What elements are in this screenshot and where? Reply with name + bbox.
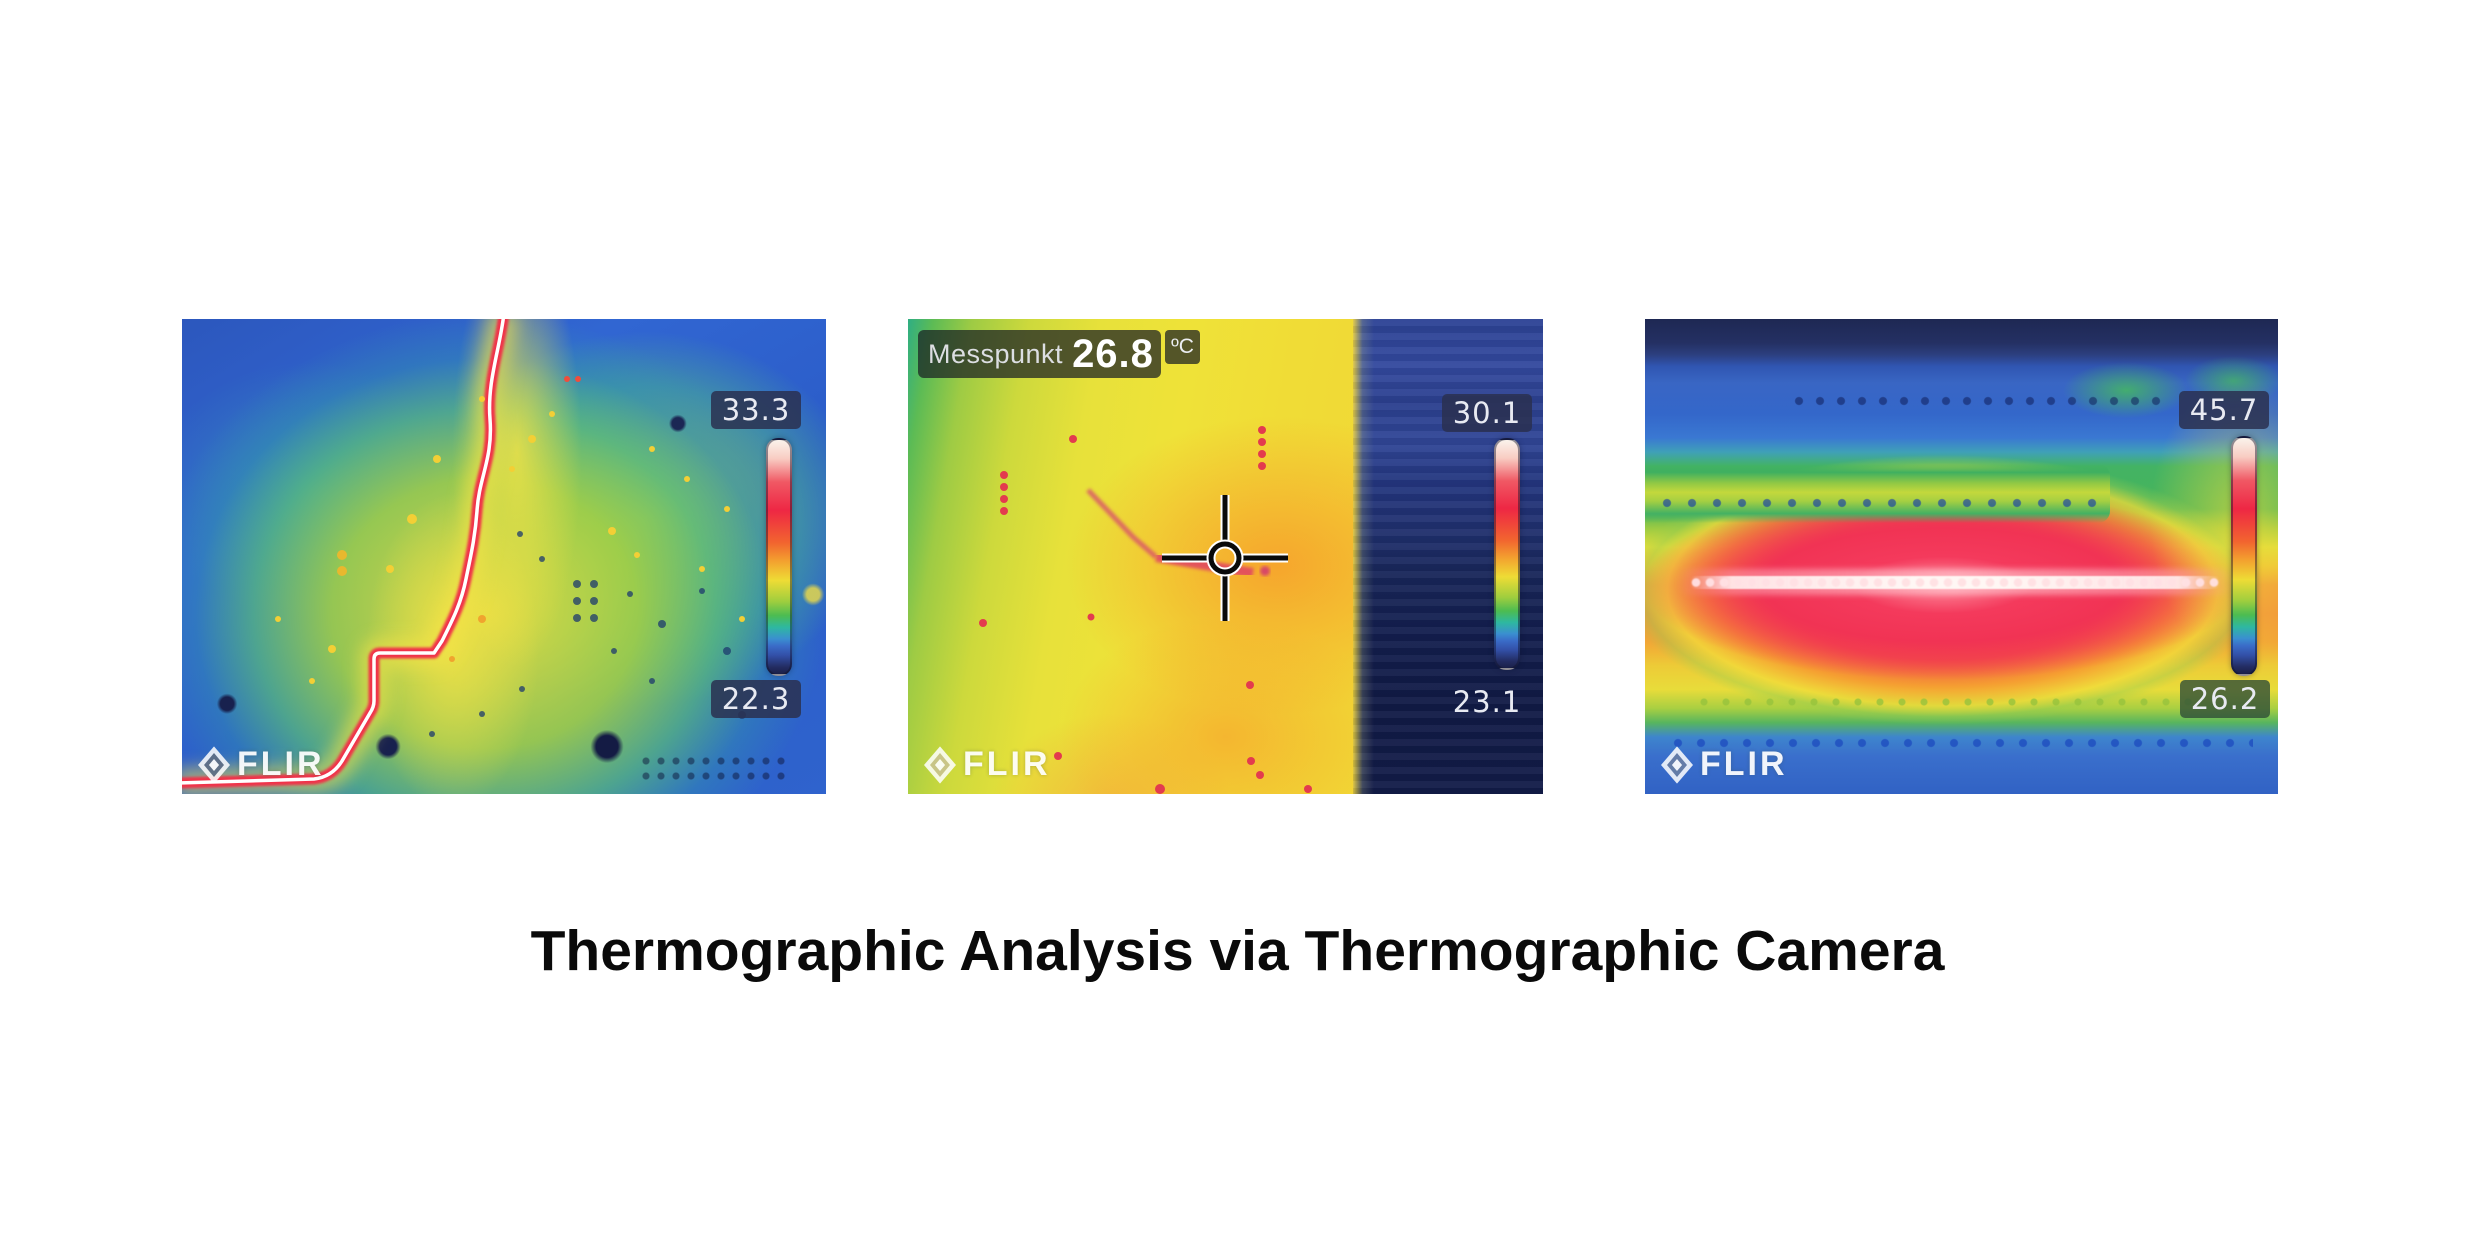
warm-pads <box>275 376 745 684</box>
pin-row-connector <box>1657 497 2101 508</box>
flir-diamond-icon <box>198 745 230 784</box>
color-scale-bar <box>1494 438 1520 670</box>
solder-pad-grid <box>639 753 788 786</box>
measurement-readout: Messpunkt 26.8 <box>918 330 1161 378</box>
flir-wordmark: FLIR <box>1700 745 1788 783</box>
scale-min-label: 22.3 <box>711 680 801 718</box>
measurement-label: Messpunkt <box>928 338 1064 369</box>
flir-wordmark: FLIR <box>963 745 1051 783</box>
hot-core-line <box>1689 576 2222 590</box>
scale-min-label: 26.2 <box>2180 680 2270 718</box>
color-scale-bar <box>766 438 792 676</box>
flir-diamond-icon <box>1661 745 1693 784</box>
scale-max-label: 45.7 <box>2179 391 2269 429</box>
pcb-trace-overlay <box>182 319 746 794</box>
measurement-unit: ºC <box>1165 330 1200 364</box>
color-scale-bar <box>2231 436 2257 676</box>
thermal-image-module: 45.7 26.2 FLIR <box>1645 319 2278 794</box>
pin-row-top <box>1790 395 2165 406</box>
pin-row-bottom <box>1670 737 2253 748</box>
hot-trace <box>182 319 519 794</box>
scale-max-label: 33.3 <box>711 391 801 429</box>
flir-logo: FLIR <box>1661 745 1788 784</box>
flir-wordmark: FLIR <box>237 745 325 783</box>
scale-max-label: 30.1 <box>1442 394 1532 432</box>
scale-min-label: 23.1 <box>1452 685 1522 719</box>
hot-components <box>979 426 1312 794</box>
thermal-image-messpunkt: Messpunkt 26.8 ºC 30.1 23.1 FLIR <box>908 319 1543 794</box>
flir-logo: FLIR <box>198 745 325 784</box>
crosshair <box>1162 495 1288 621</box>
flir-diamond-icon <box>924 745 956 784</box>
measurement-value: 26.8 <box>1072 331 1154 376</box>
pin-row-lower <box>1695 697 2203 708</box>
panel-overlay <box>979 426 1312 794</box>
flir-logo: FLIR <box>924 745 1051 784</box>
warm-connector-bar <box>1645 463 2111 524</box>
thermal-image-pcb: 33.3 22.3 FLIR <box>182 319 826 794</box>
figure-caption: Thermographic Analysis via Thermographic… <box>530 919 1945 983</box>
